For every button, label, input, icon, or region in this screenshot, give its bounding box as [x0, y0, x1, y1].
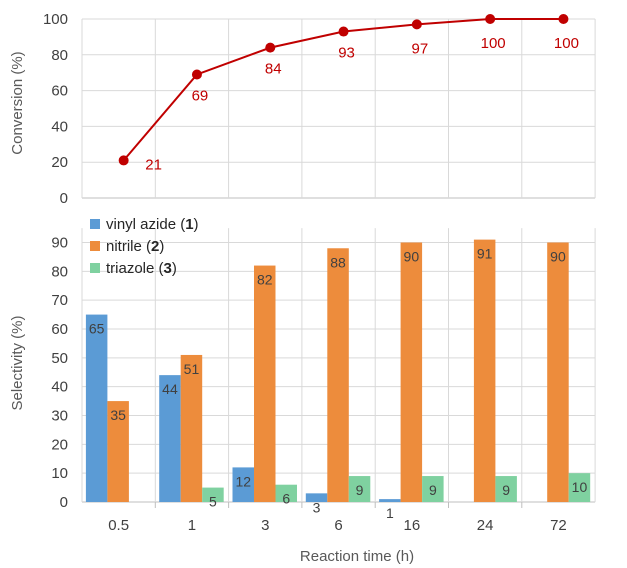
- bar-vinyl-azide: [305, 493, 328, 502]
- conversion-value-label: 97: [412, 40, 429, 57]
- conversion-point: [485, 14, 496, 24]
- bar-nitrile: [327, 248, 349, 502]
- selectivity-y-tick-label: 20: [51, 436, 68, 453]
- conversion-value-label: 21: [145, 156, 162, 173]
- legend-label-nitrile: nitrile (2): [106, 238, 164, 255]
- selectivity-y-tick-label: 70: [51, 292, 68, 309]
- conversion-point: [338, 26, 349, 37]
- x-tick-label: 3: [261, 517, 269, 534]
- x-tick-label: 24: [477, 517, 494, 534]
- x-tick-label: 0.5: [108, 517, 129, 534]
- x-tick-label: 16: [404, 517, 421, 534]
- bar-value-label: 6: [282, 491, 290, 507]
- bar-vinyl-azide: [379, 499, 401, 502]
- conversion-point: [118, 155, 129, 166]
- conversion-point: [191, 69, 202, 80]
- bar-value-label: 9: [429, 482, 437, 498]
- selectivity-bars: [85, 239, 591, 502]
- bar-value-label: 82: [257, 272, 273, 288]
- bar-vinyl-azide: [232, 467, 254, 502]
- conversion-gridlines: [81, 18, 596, 199]
- selectivity-y-tick-label: 10: [51, 465, 68, 482]
- bar-value-label: 51: [184, 361, 200, 377]
- selectivity-y-tick-label: 0: [60, 494, 68, 511]
- conversion-y-tick-label: 0: [60, 190, 68, 207]
- bar-value-label: 5: [209, 494, 217, 510]
- legend-label-triazole: triazole (3): [106, 260, 177, 277]
- bar-value-label: 9: [356, 482, 364, 498]
- selectivity-y-tick-label: 50: [51, 350, 68, 367]
- conversion-y-axis-title: Conversion (%): [9, 51, 26, 154]
- conversion-y-ticks: 0 20 40 60 80 100: [43, 11, 68, 207]
- conversion-value-label: 100: [554, 35, 579, 52]
- selectivity-y-tick-label: 60: [51, 321, 68, 338]
- bar-vinyl-azide: [85, 314, 108, 502]
- bar-value-label: 9: [502, 482, 510, 498]
- bar-triazole: [202, 487, 224, 502]
- conversion-y-tick-label: 40: [51, 118, 68, 135]
- bar-value-label: 12: [235, 473, 251, 489]
- conversion-y-tick-label: 100: [43, 11, 68, 28]
- conversion-y-tick-label: 20: [51, 154, 68, 171]
- bar-value-label: 3: [313, 499, 321, 515]
- conversion-value-label: 69: [192, 87, 209, 104]
- bar-nitrile: [547, 242, 569, 502]
- selectivity-y-tick-label: 90: [51, 235, 68, 252]
- bar-value-label: 90: [550, 249, 566, 265]
- bar-value-label: 90: [404, 249, 420, 265]
- bar-triazole: [422, 476, 444, 502]
- conversion-point: [411, 19, 422, 30]
- conversion-value-label: 100: [481, 35, 506, 52]
- selectivity-y-tick-label: 80: [51, 263, 68, 280]
- conversion-value-label: 84: [265, 61, 282, 78]
- bar-nitrile: [254, 265, 276, 502]
- legend-swatch-nitrile: [90, 241, 100, 251]
- conversion-point: [265, 42, 276, 53]
- legend-label-vinyl-azide: vinyl azide (1): [106, 216, 199, 233]
- x-tick-label: 1: [188, 517, 196, 534]
- x-axis-title: Reaction time (h): [300, 548, 414, 565]
- bar-value-label: 88: [330, 254, 346, 270]
- selectivity-bar-labels: 65 44 12 3 1 35 51 82 88 90 91 90 5 6 9 9 9 10: [89, 246, 588, 521]
- bar-value-label: 65: [89, 321, 105, 337]
- selectivity-y-ticks: 0 10 20 30 40 50 60 70 80 90: [51, 235, 68, 512]
- bar-value-label: 35: [110, 407, 126, 423]
- x-tick-label: 6: [334, 517, 342, 534]
- x-axis-ticks: 0.5 1 3 6 16 24 72: [108, 517, 567, 534]
- legend-swatch-vinyl-azide: [90, 219, 100, 229]
- selectivity-y-tick-label: 40: [51, 379, 68, 396]
- bar-nitrile: [180, 354, 203, 502]
- bar-triazole: [348, 476, 371, 502]
- legend: vinyl azide (1) nitrile (2) triazole (3): [90, 216, 199, 277]
- bar-value-label: 91: [477, 246, 493, 262]
- bar-nitrile: [473, 239, 496, 502]
- legend-swatch-triazole: [90, 263, 100, 273]
- selectivity-y-tick-label: 30: [51, 408, 68, 425]
- bar-triazole: [568, 473, 591, 502]
- x-tick-label: 72: [550, 517, 567, 534]
- bar-nitrile: [400, 242, 423, 502]
- selectivity-y-axis-title: Selectivity (%): [9, 315, 26, 410]
- bar-vinyl-azide: [159, 375, 181, 502]
- bar-triazole: [495, 476, 517, 502]
- bar-value-label: 1: [386, 505, 394, 521]
- bar-triazole: [275, 484, 297, 502]
- conversion-y-tick-label: 60: [51, 83, 68, 100]
- bar-value-label: 44: [162, 381, 178, 397]
- conversion-point: [558, 14, 569, 24]
- bar-value-label: 10: [572, 479, 588, 495]
- conversion-series: 21 69 84 93 97 100 100: [118, 14, 579, 173]
- conversion-value-label: 93: [338, 45, 355, 62]
- conversion-y-tick-label: 80: [51, 47, 68, 64]
- bar-nitrile: [107, 401, 129, 502]
